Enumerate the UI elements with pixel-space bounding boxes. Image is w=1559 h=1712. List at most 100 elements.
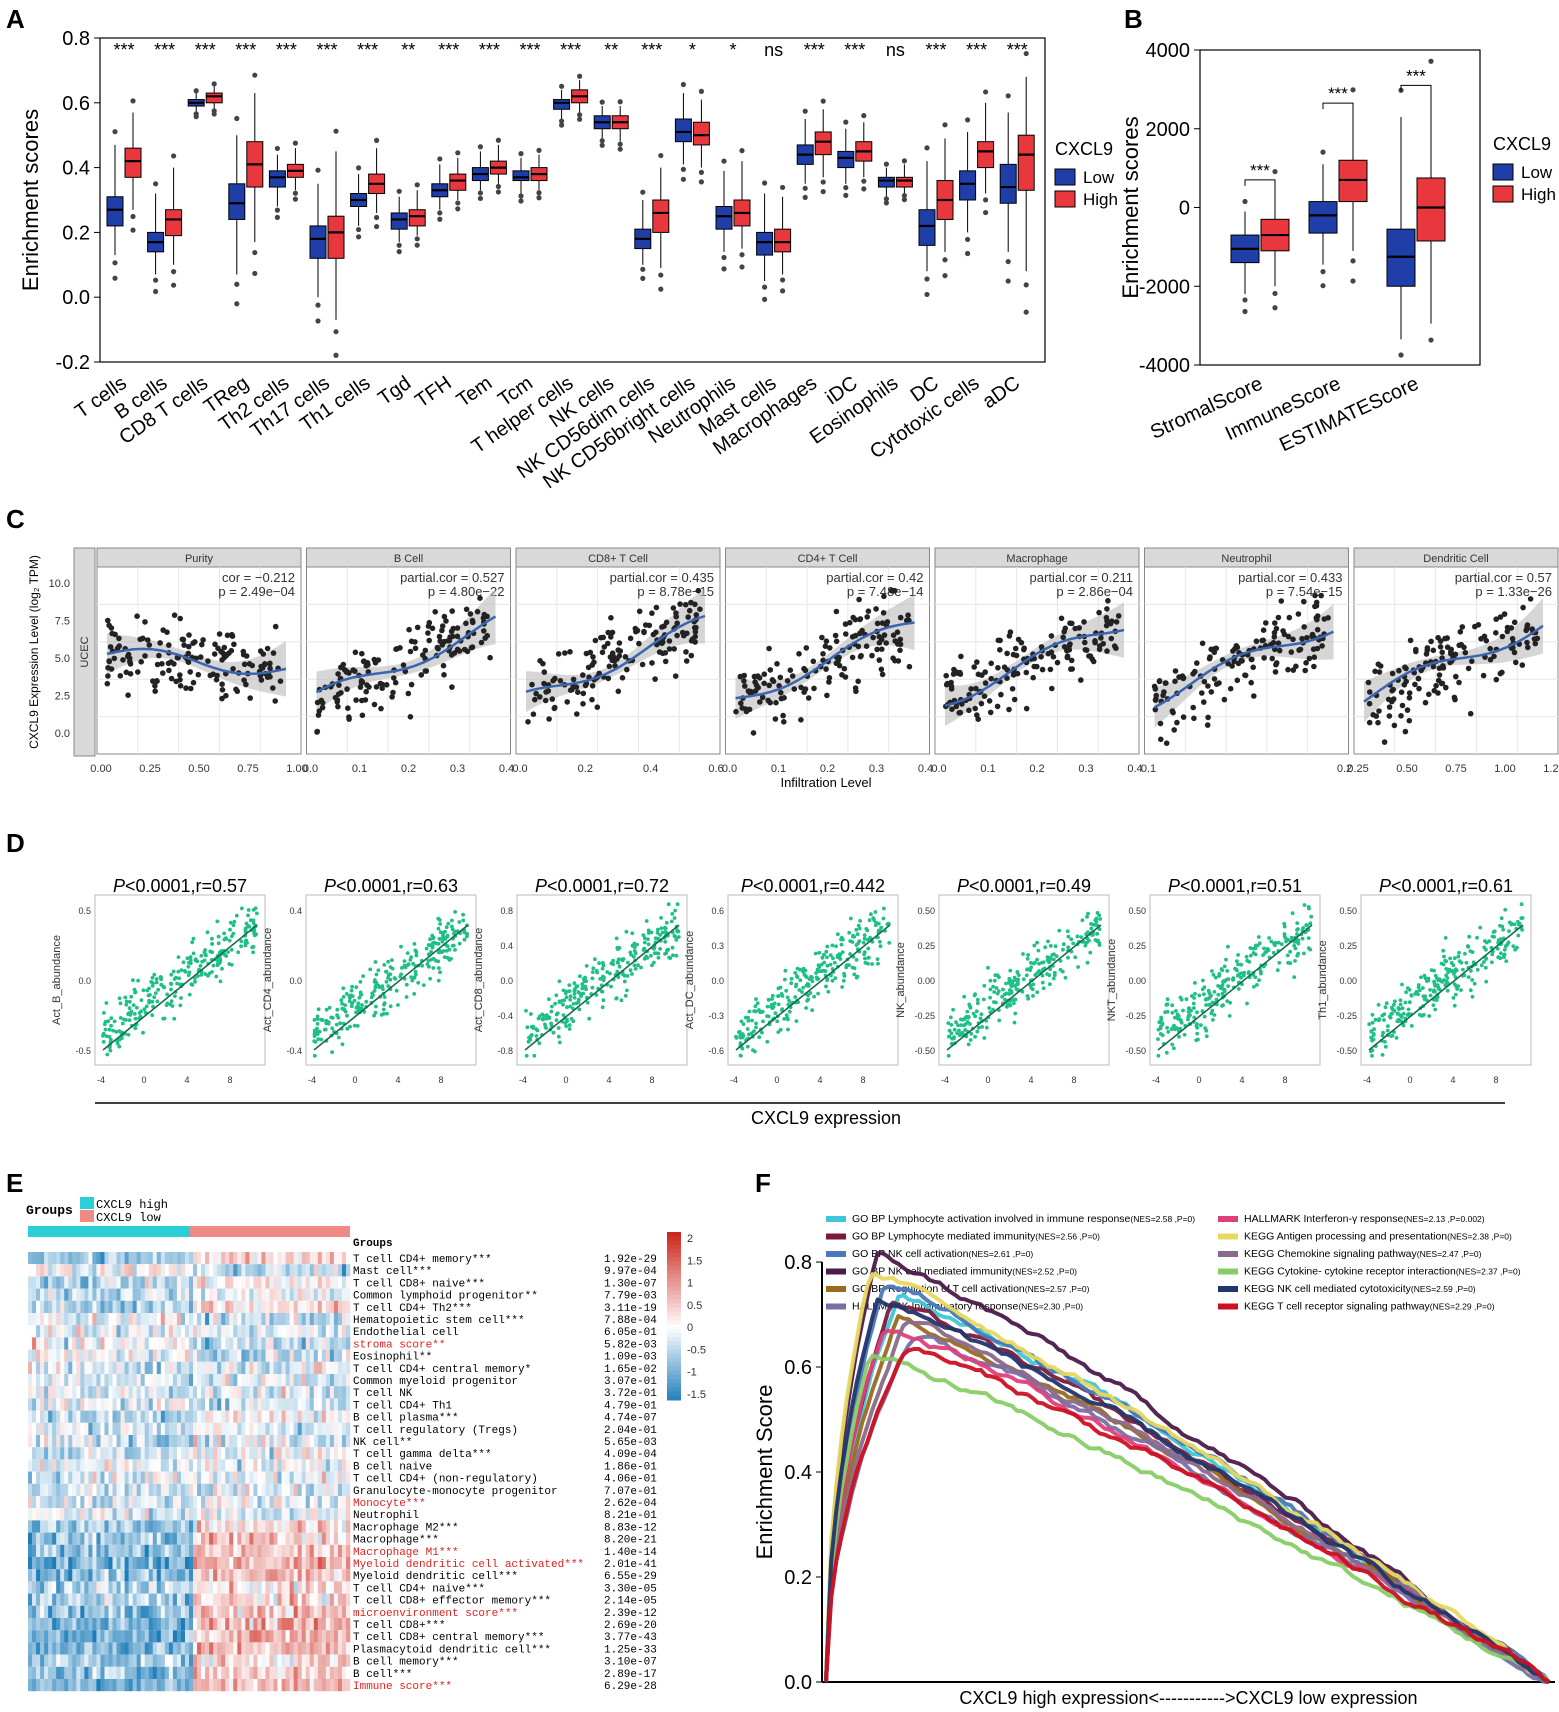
data-point (1257, 978, 1261, 983)
data-point (1381, 739, 1388, 745)
data-point (343, 669, 350, 675)
heat-cell (237, 1447, 242, 1460)
heat-cell (108, 1264, 113, 1277)
heat-cell (329, 1337, 335, 1350)
data-point (783, 977, 787, 982)
data-point (773, 699, 779, 706)
data-point (556, 1026, 561, 1030)
heat-cell (176, 1435, 182, 1448)
heat-cell (120, 1288, 125, 1301)
heat-cell (285, 1410, 290, 1423)
heat-cell (100, 1288, 105, 1301)
heat-cell (128, 1410, 133, 1423)
data-point (557, 1040, 562, 1045)
data-point (371, 701, 378, 708)
heat-cell (156, 1313, 162, 1326)
x-tick-label: -4 (97, 1075, 105, 1085)
heat-cell (221, 1435, 226, 1448)
heat-cell (301, 1313, 307, 1326)
data-point (1026, 953, 1030, 957)
data-point (628, 950, 633, 955)
heat-cell (253, 1386, 258, 1399)
heat-cell (132, 1361, 137, 1374)
heat-cell (297, 1276, 303, 1289)
row-label: stroma score** (353, 1339, 445, 1351)
data-point (1478, 925, 1483, 930)
data-point (786, 1027, 790, 1032)
heat-cell (297, 1435, 303, 1448)
heat-cell (205, 1349, 210, 1362)
data-point (1033, 973, 1038, 977)
data-point (1437, 644, 1444, 650)
heat-cell (140, 1313, 146, 1326)
outlier (739, 264, 745, 270)
data-point (811, 685, 817, 692)
data-point (842, 971, 846, 976)
data-point (1032, 943, 1037, 948)
heat-cell (136, 1447, 142, 1460)
data-point (1472, 981, 1477, 986)
data-point (247, 924, 252, 929)
data-point (1222, 964, 1227, 969)
heat-cell (128, 1386, 133, 1399)
outlier (577, 116, 583, 122)
data-point (1292, 975, 1297, 979)
data-point (117, 996, 122, 1001)
data-point (833, 660, 840, 667)
facet-row-label: UCEC (79, 636, 91, 667)
data-point (178, 1003, 183, 1008)
data-point (157, 640, 163, 646)
data-point (1220, 983, 1225, 987)
heat-cell (345, 1386, 351, 1399)
heat-cell (345, 1325, 351, 1338)
data-point (1204, 1034, 1209, 1039)
heat-cell (197, 1410, 202, 1423)
heat-cell (209, 1252, 214, 1265)
outlier (477, 190, 483, 196)
heat-cell (213, 1459, 218, 1472)
data-point (1082, 639, 1088, 646)
data-point (134, 613, 140, 619)
heat-cell (88, 1447, 93, 1460)
data-point (359, 697, 365, 704)
data-point (840, 985, 844, 989)
heat-cell (72, 1325, 77, 1338)
data-point (468, 644, 475, 651)
heat-cell (92, 1313, 97, 1326)
heat-cell (261, 1313, 266, 1326)
data-point (615, 688, 622, 695)
data-point (770, 678, 777, 685)
heat-cell (80, 1264, 85, 1277)
data-point (1226, 984, 1230, 988)
heat-cell (269, 1349, 274, 1362)
heat-cell (237, 1252, 242, 1265)
heat-cell (217, 1252, 222, 1265)
y-tick-label: -0.2 (56, 352, 90, 374)
heat-cell (217, 1325, 222, 1338)
data-point (1256, 935, 1261, 939)
data-point (178, 982, 182, 987)
heat-cell (156, 1422, 162, 1435)
heat-cell (201, 1459, 206, 1472)
data-point (1475, 967, 1480, 972)
heat-cell (273, 1264, 278, 1277)
heat-cell (164, 1422, 170, 1435)
data-point (848, 916, 853, 921)
heat-cell (48, 1422, 53, 1435)
heat-cell (52, 1422, 57, 1435)
heat-cell (164, 1276, 170, 1289)
heat-cell (40, 1435, 45, 1448)
data-point (414, 950, 419, 955)
heat-cell (100, 1447, 105, 1460)
heat-cell (84, 1386, 89, 1399)
data-point (854, 927, 859, 932)
heat-cell (269, 1252, 274, 1265)
heat-cell (40, 1422, 45, 1435)
heat-cell (116, 1386, 121, 1399)
data-point (239, 944, 244, 949)
heat-cell (237, 1325, 242, 1338)
outlier (374, 223, 380, 230)
p-label: p = 7.48e−14 (847, 584, 924, 599)
data-point (854, 958, 859, 962)
data-point (978, 1016, 983, 1021)
